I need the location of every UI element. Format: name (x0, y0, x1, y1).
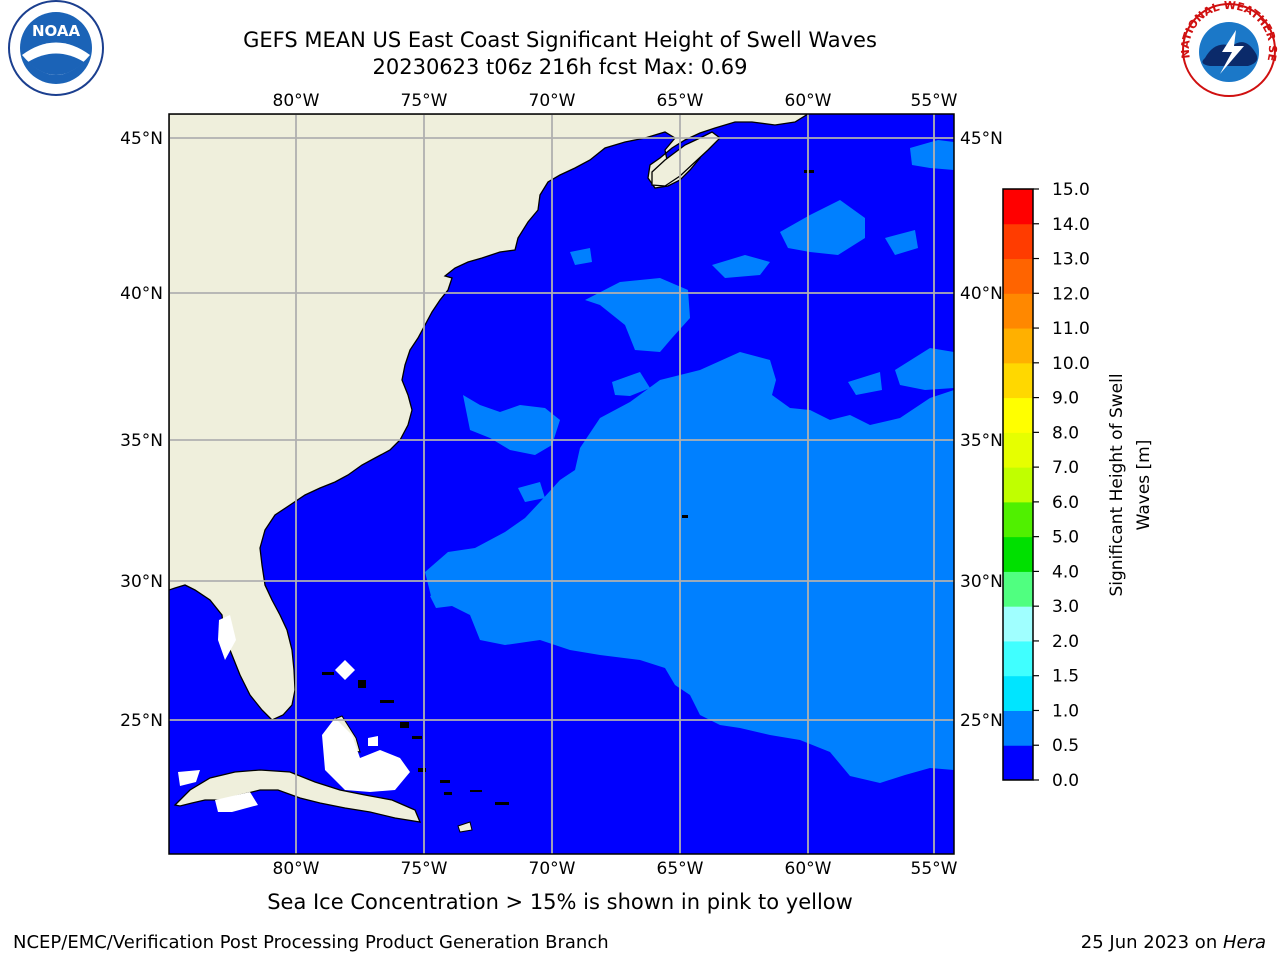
footer-date: 25 Jun 2023 on Hera (1081, 932, 1266, 953)
colorbar-bin (1003, 745, 1033, 781)
colorbar-tick-label: 3.0 (1052, 597, 1079, 617)
lon-label-bottom: 80°W (273, 859, 320, 879)
colorbar-bin (1003, 258, 1033, 294)
footer-credit: NCEP/EMC/Verification Post Processing Pr… (13, 932, 609, 953)
noaa-logo-icon: NOAA (8, 0, 104, 96)
colorbar-bin (1003, 362, 1033, 399)
colorbar-label-line1: Significant Height of Swell (1107, 373, 1127, 596)
lat-label-left: 35°N (120, 431, 163, 451)
footer-machine: Hera (1222, 932, 1266, 953)
lat-label-left: 25°N (120, 711, 163, 731)
gridlines (169, 114, 954, 854)
svg-text:NATIONAL WEATHER SERVICE: NATIONAL WEATHER SERVICE (0, 0, 1279, 62)
colorbar-tick-label: 1.5 (1052, 667, 1079, 687)
chart-subtitle: 20230623 t06z 216h fcst Max: 0.69 (372, 55, 748, 79)
nws-logo-icon: NATIONAL WEATHER SERVICE (0, 0, 1279, 97)
colorbar-bin (1003, 432, 1033, 468)
colorbar-tick-label: 6.0 (1052, 493, 1079, 513)
chart-title: GEFS MEAN US East Coast Significant Heig… (243, 28, 877, 52)
colorbar (1003, 189, 1033, 781)
lat-label-right: 45°N (960, 129, 1003, 149)
colorbar-frame (1002, 188, 1034, 781)
colorbar-bin (1003, 710, 1033, 746)
colorbar-bin (1003, 223, 1033, 260)
colorbar-tick-label: 10.0 (1052, 354, 1090, 374)
colorbar-bin (1003, 397, 1033, 433)
land-nova-scotia (651, 131, 721, 187)
colorbar-tick-label: 4.0 (1052, 562, 1079, 582)
map-frame (168, 113, 955, 855)
colorbar-tick-label: 0.0 (1052, 771, 1079, 791)
islands-bahamas (322, 170, 814, 805)
lat-label-left: 30°N (120, 572, 163, 592)
lon-label-bottom: 75°W (401, 859, 448, 879)
noaa-logo-text: NOAA (32, 22, 81, 40)
lon-label-top: 65°W (657, 91, 704, 111)
longitude-labels-top: 80°W 75°W 70°W 65°W 60°W 55°W (273, 91, 958, 111)
colorbar-bin (1003, 640, 1033, 677)
colorbar-bin (1003, 571, 1033, 607)
latitude-labels-left: 45°N 40°N 35°N 30°N 25°N (120, 129, 163, 731)
nws-logo-text: NATIONAL WEATHER SERVICE (0, 0, 1279, 62)
latitude-labels-right: 45°N 40°N 35°N 30°N 25°N (960, 129, 1003, 731)
lat-label-left: 40°N (120, 284, 163, 304)
colorbar-tick-label: 13.0 (1052, 250, 1090, 270)
colorbar-bin (1003, 501, 1033, 538)
colorbar-label-line2: Waves [m] (1134, 440, 1154, 531)
lat-label-right: 35°N (960, 431, 1003, 451)
lon-label-top: 80°W (273, 91, 320, 111)
colorbar-tick-label: 7.0 (1052, 458, 1079, 478)
colorbar-bin (1003, 606, 1033, 642)
sea-ice-note: Sea Ice Concentration > 15% is shown in … (267, 890, 853, 914)
lon-label-bottom: 70°W (529, 859, 576, 879)
colorbar-tick-label: 15.0 (1052, 180, 1090, 200)
colorbar-bin (1003, 536, 1033, 572)
swell-region-0.5-1.0m (425, 352, 954, 783)
lon-label-top: 75°W (401, 91, 448, 111)
lat-label-right: 25°N (960, 711, 1003, 731)
lon-label-top: 60°W (785, 91, 832, 111)
map-area (169, 114, 954, 854)
colorbar-bin (1003, 467, 1033, 503)
colorbar-tick-label: 12.0 (1052, 284, 1090, 304)
colorbar-tick-label: 2.0 (1052, 632, 1079, 652)
colorbar-bin (1003, 189, 1033, 225)
lon-label-top: 55°W (911, 91, 958, 111)
lat-label-right: 40°N (960, 284, 1003, 304)
colorbar-bin (1003, 328, 1033, 364)
lon-label-bottom: 65°W (657, 859, 704, 879)
colorbar-bin (1003, 293, 1033, 329)
colorbar-tick-label: 1.0 (1052, 701, 1079, 721)
colorbar-ticks: 0.0 0.5 1.0 1.5 2.0 3.0 4.0 5.0 6.0 7.0 8.0 9.0 10.0… (1033, 180, 1090, 791)
land-north-america (169, 114, 810, 721)
lat-label-left: 45°N (120, 129, 163, 149)
colorbar-bin (1003, 675, 1033, 711)
colorbar-tick-label: 9.0 (1052, 389, 1079, 409)
colorbar-tick-label: 5.0 (1052, 528, 1079, 548)
footer-date-text: 25 Jun 2023 on (1080, 932, 1223, 953)
longitude-labels-bottom: 80°W 75°W 70°W 65°W 60°W 55°W (273, 859, 958, 879)
colorbar-tick-label: 11.0 (1052, 319, 1090, 339)
colorbar-tick-label: 8.0 (1052, 423, 1079, 443)
lat-label-right: 30°N (960, 572, 1003, 592)
lon-label-bottom: 55°W (911, 859, 958, 879)
colorbar-tick-label: 14.0 (1052, 215, 1090, 235)
lon-label-top: 70°W (529, 91, 576, 111)
colorbar-tick-label: 0.5 (1052, 736, 1079, 756)
lon-label-bottom: 60°W (785, 859, 832, 879)
